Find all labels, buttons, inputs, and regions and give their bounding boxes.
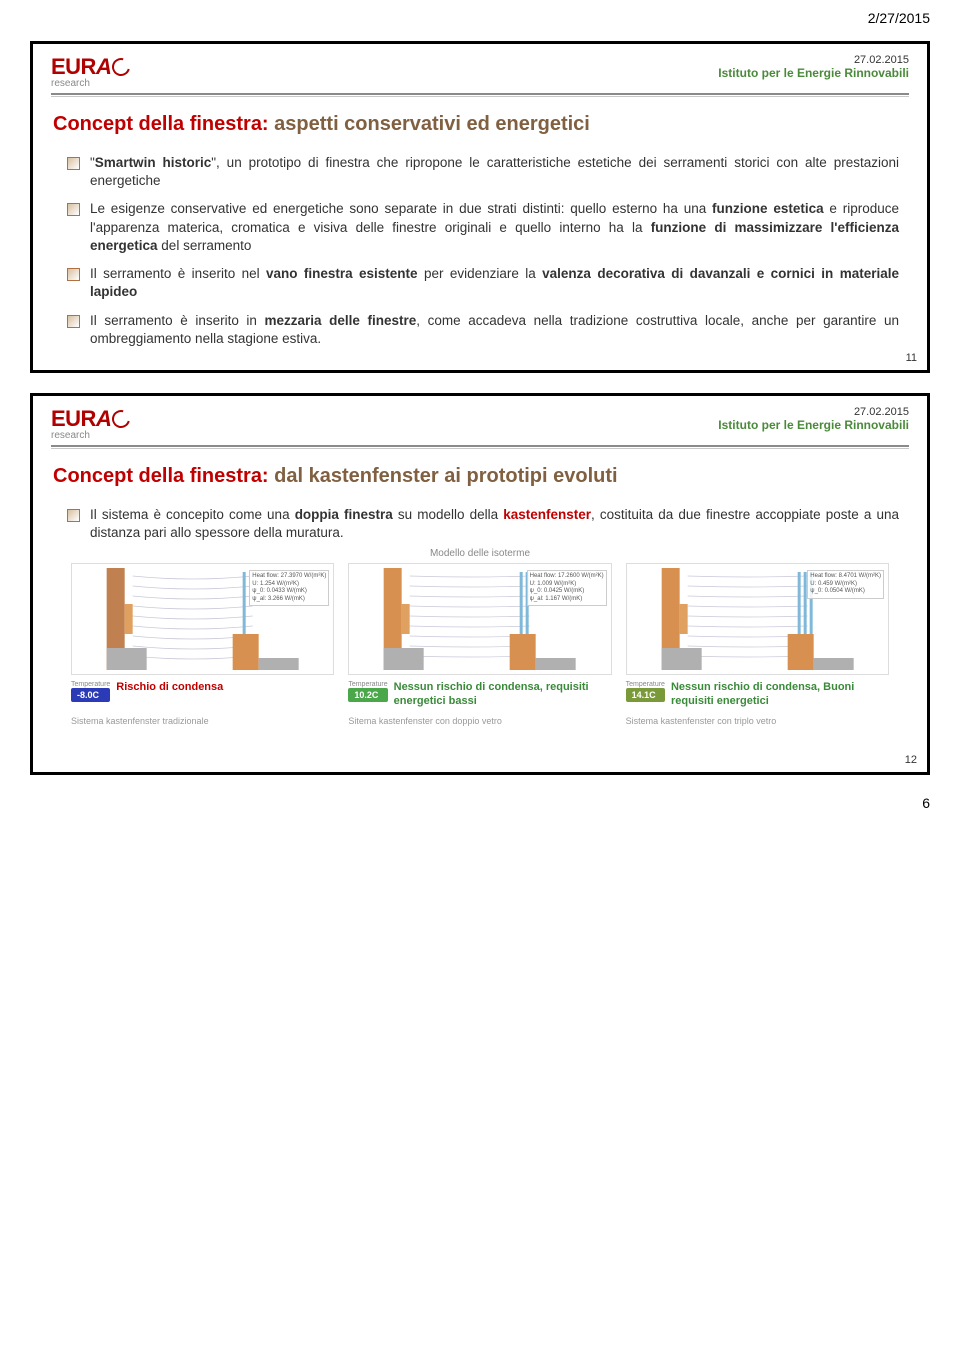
bullet-item: Il serramento è inserito in mezzaria del… (67, 312, 899, 348)
bullet-text: "Smartwin historic", un prototipo di fin… (90, 154, 899, 190)
slide-date: 27.02.2015 (718, 406, 909, 418)
bullet-text: Le esigenze conservative ed energetiche … (90, 200, 899, 255)
logo-swirl-icon (109, 407, 134, 432)
pdf-pagenum: 6 (0, 795, 960, 821)
bullet-icon (67, 157, 80, 170)
logo: EURA research (51, 406, 130, 441)
diagram-caption: Sitema kastenfenster con doppio vetro (348, 716, 611, 726)
logo-subtext: research (51, 430, 130, 441)
institute-name: Istituto per le Energie Rinnovabili (718, 418, 909, 432)
slide-2: EURA research 27.02.2015 Istituto per le… (30, 393, 930, 775)
isotherm-diagram: Heat flow: 27.3970 W/(m²K)U: 1.254 W/(m²… (71, 563, 334, 675)
slide2-title: Concept della finestra: dal kastenfenste… (33, 459, 927, 496)
bullet-item: Il sistema è concepito come una doppia f… (67, 506, 899, 542)
slide-date: 27.02.2015 (718, 54, 909, 66)
bullet-icon (67, 315, 80, 328)
bullet-icon (67, 268, 80, 281)
heat-values: Heat flow: 17.2600 W/(m²K)U: 1.009 W/(m²… (527, 570, 607, 606)
bullet-item: Il serramento è inserito nel vano finest… (67, 265, 899, 301)
diagram-label-text: Nessun rischio di condensa, requisiti en… (394, 681, 612, 707)
isotherm-diagram: Heat flow: 17.2600 W/(m²K)U: 1.009 W/(m²… (348, 563, 611, 675)
logo: EURA research (51, 54, 130, 89)
heat-values: Heat flow: 8.4701 W/(m²K)U: 0.459 W/(m²K… (807, 570, 884, 599)
bullet-icon (67, 203, 80, 216)
bullet-item: Le esigenze conservative ed energetiche … (67, 200, 899, 255)
temp-chip: -8.0C (71, 688, 110, 702)
temp-chip: 14.1C (626, 688, 665, 702)
slide1-title: Concept della finestra: aspetti conserva… (33, 107, 927, 144)
bullet-item: "Smartwin historic", un prototipo di fin… (67, 154, 899, 190)
slide-1: EURA research 27.02.2015 Istituto per le… (30, 41, 930, 373)
slide1-body: "Smartwin historic", un prototipo di fin… (33, 154, 927, 370)
diagram-label: Temperature-8.0CRischio di condensa (71, 681, 334, 707)
heat-values: Heat flow: 27.3970 W/(m²K)U: 1.254 W/(m²… (249, 570, 329, 606)
isotherm-caption: Modello delle isoterme (61, 548, 899, 559)
diagram-label: Temperature14.1CNessun rischio di conden… (626, 681, 889, 707)
diagram-caption: Sistema kastenfenster tradizionale (71, 716, 334, 726)
logo-swirl-icon (109, 55, 134, 80)
bullet-text: Il serramento è inserito in mezzaria del… (90, 312, 899, 348)
temp-chip: 10.2C (348, 688, 387, 702)
diagram-label-text: Rischio di condensa (116, 681, 223, 694)
isotherm-diagram: Heat flow: 8.4701 W/(m²K)U: 0.459 W/(m²K… (626, 563, 889, 675)
bullet-icon (67, 509, 80, 522)
pdf-date: 2/27/2015 (0, 0, 960, 31)
diagram-label-text: Nessun rischio di condensa, Buoni requis… (671, 681, 889, 707)
slide2-body: Il sistema è concepito come una doppia f… (33, 506, 927, 772)
institute-name: Istituto per le Energie Rinnovabili (718, 66, 909, 80)
bullet-text: Il serramento è inserito nel vano finest… (90, 265, 899, 301)
logo-subtext: research (51, 78, 130, 89)
diagram-caption: Sistema kastenfenster con triplo vetro (626, 716, 889, 726)
slide2-pagenum: 12 (905, 754, 917, 766)
diagram-label: Temperature10.2CNessun rischio di conden… (348, 681, 611, 707)
slide1-pagenum: 11 (906, 352, 917, 364)
